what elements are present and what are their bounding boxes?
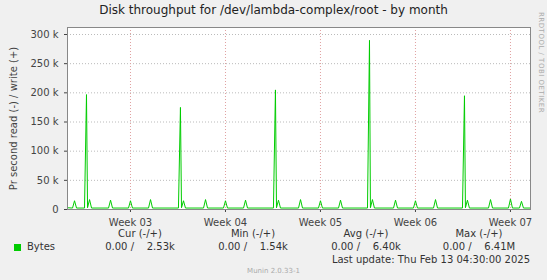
svg-text:100 k: 100 k (30, 145, 58, 156)
svg-text:Week 06: Week 06 (394, 217, 437, 228)
html-text:Last update: Thu Feb 13 04:30:: Last update: Thu Feb 13 04:30:00 2025 (331, 254, 530, 265)
html-text:Disk throughput for /dev/lambd: Disk throughput for /dev/lambda-complex/… (99, 3, 448, 17)
svg-text:Week 03: Week 03 (109, 217, 152, 228)
html-text:Cur (-/+): Cur (-/+) (118, 228, 162, 239)
html-text:Munin 2.0.33-1: Munin 2.0.33-1 (247, 267, 300, 275)
html-text:Avg (-/+): Avg (-/+) (343, 228, 389, 239)
html-text:0.00 / 1.54k: 0.00 / 1.54k (218, 241, 288, 252)
svg-text:Week 04: Week 04 (204, 217, 247, 228)
html-text:0.00 / 2.53k: 0.00 / 2.53k (105, 241, 175, 252)
svg-text:50 k: 50 k (37, 175, 59, 186)
html-text:0.00 / 6.40k: 0.00 / 6.40k (331, 241, 401, 252)
svg-text:150 k: 150 k (30, 116, 58, 127)
html-text:Bytes: Bytes (27, 241, 56, 252)
html-text:Max (-/+): Max (-/+) (455, 228, 503, 239)
svg-text:250 k: 250 k (30, 58, 58, 69)
svg-text:300 k: 300 k (30, 29, 58, 40)
html-text:RRDTOOL / TOBI OETIKER: RRDTOOL / TOBI OETIKER (537, 12, 545, 114)
html-text:0.00 / 6.41M: 0.00 / 6.41M (442, 241, 516, 252)
svg-text:Week 05: Week 05 (299, 217, 342, 228)
svg-text:Pr second read (-) / write (+): Pr second read (-) / write (+) (8, 47, 19, 190)
html-text:Min (-/+): Min (-/+) (231, 228, 275, 239)
svg-text:200 k: 200 k (30, 87, 58, 98)
svg-text:0: 0 (52, 204, 58, 215)
svg-text:Week 07: Week 07 (489, 217, 532, 228)
